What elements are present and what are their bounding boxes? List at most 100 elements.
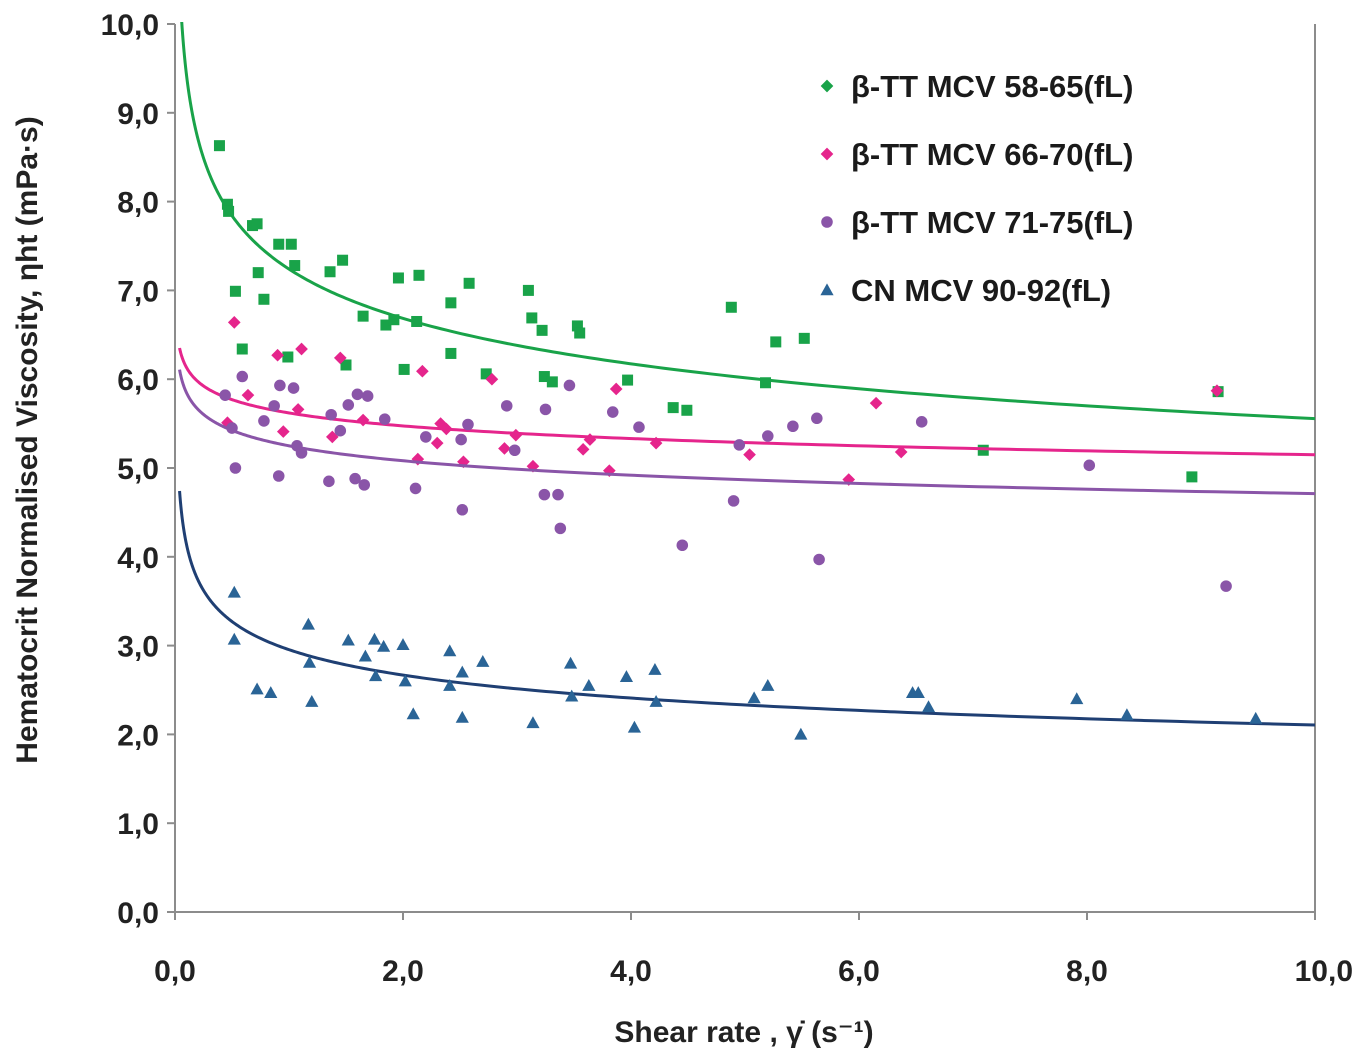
legend-marker: [820, 283, 834, 296]
data-point: [276, 425, 290, 438]
data-point: [563, 379, 576, 392]
data-point: [552, 488, 564, 501]
data-point: [648, 662, 662, 675]
data-point: [681, 404, 693, 416]
y-tick-label: 6,0: [117, 364, 159, 397]
legend-marker: [821, 216, 833, 228]
data-point: [271, 348, 284, 362]
data-point: [915, 416, 928, 428]
data-point: [770, 336, 782, 348]
data-point: [380, 319, 392, 331]
data-point: [743, 448, 756, 462]
data-point: [305, 694, 319, 707]
trend-line: [178, 369, 1315, 496]
data-point: [443, 678, 457, 691]
data-point: [396, 638, 410, 650]
data-point: [229, 285, 241, 297]
data-point: [667, 402, 679, 414]
data-point: [727, 495, 740, 507]
data-point: [377, 639, 391, 652]
data-point: [301, 617, 315, 630]
data-point: [258, 293, 270, 305]
legend-marker: [820, 147, 834, 161]
data-point: [456, 503, 469, 516]
data-point: [760, 377, 772, 389]
data-point: [416, 364, 429, 378]
data-point: [213, 140, 225, 152]
data-point: [526, 716, 540, 729]
data-point: [538, 371, 550, 383]
data-point: [356, 413, 370, 427]
y-tick-label: 2,0: [117, 719, 159, 752]
data-point: [272, 470, 285, 482]
series-group-1: [180, 22, 1315, 483]
data-point: [369, 669, 383, 682]
data-point: [274, 379, 286, 392]
data-point: [571, 320, 583, 332]
legend-marker: [820, 79, 834, 93]
data-point: [295, 342, 308, 356]
data-point: [787, 420, 799, 433]
data-point: [413, 269, 425, 281]
data-point: [241, 388, 255, 402]
data-point: [522, 284, 534, 296]
data-point: [264, 686, 278, 698]
data-point: [229, 462, 242, 474]
data-point: [287, 382, 300, 394]
data-point: [894, 445, 908, 459]
data-point: [411, 315, 423, 327]
data-point: [747, 691, 761, 704]
data-point: [219, 389, 231, 401]
data-point: [508, 444, 521, 457]
y-tick-label: 1,0: [117, 808, 159, 841]
data-point: [554, 522, 567, 535]
data-point: [340, 359, 352, 371]
data-point: [455, 710, 469, 723]
legend-label: β-TT MCV 71-75(fL): [851, 205, 1133, 240]
series-group-2: [178, 316, 1315, 486]
y-axis-title: Hematocrit Normalised Viscosity, ηht (mP…: [11, 116, 44, 763]
data-point: [676, 539, 689, 552]
data-point: [226, 422, 238, 434]
data-point: [1220, 580, 1232, 592]
data-point: [236, 343, 248, 355]
data-point: [227, 585, 241, 598]
data-point: [649, 436, 663, 450]
x-tick-label: 2,0: [382, 955, 424, 988]
data-point: [324, 266, 336, 278]
data-point: [252, 267, 264, 279]
data-point: [1120, 708, 1134, 721]
data-point: [236, 370, 249, 383]
y-tick-label: 3,0: [117, 631, 159, 664]
data-point: [911, 686, 925, 698]
data-point: [574, 327, 586, 339]
data-point: [622, 374, 634, 386]
data-point: [509, 428, 523, 442]
data-point: [609, 382, 623, 396]
data-point: [733, 439, 746, 451]
data-point: [398, 363, 410, 375]
data-point: [582, 678, 596, 691]
data-point: [798, 332, 810, 344]
data-point: [445, 297, 457, 309]
data-point: [351, 388, 364, 401]
x-tick-label: 10,0: [1295, 955, 1353, 988]
series-group-4: [178, 490, 1315, 740]
data-point: [606, 406, 619, 418]
data-point: [349, 472, 361, 485]
data-point: [268, 400, 280, 412]
data-point: [445, 347, 457, 359]
y-tick-label: 10,0: [101, 9, 159, 42]
data-point: [1083, 459, 1096, 472]
data-point: [273, 238, 285, 250]
data-point: [633, 421, 645, 433]
data-point: [455, 665, 469, 678]
data-point: [285, 238, 297, 250]
data-point: [398, 674, 412, 687]
data-point: [221, 198, 233, 210]
data-point: [258, 415, 270, 427]
data-point: [627, 720, 642, 733]
data-point: [526, 312, 538, 324]
data-point: [485, 372, 499, 386]
data-point: [227, 316, 241, 329]
